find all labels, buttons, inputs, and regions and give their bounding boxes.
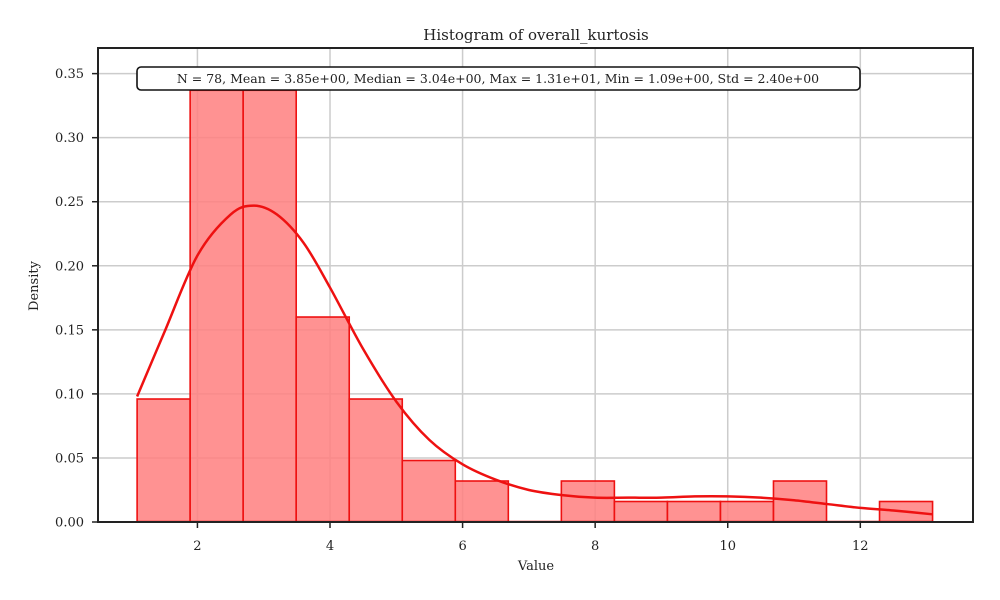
histogram-bar <box>613 500 669 523</box>
stats-box-frame <box>136 66 861 91</box>
y-tick-label: 0.35 <box>55 67 84 82</box>
kde-curve <box>135 204 933 516</box>
histogram-bar <box>719 500 775 523</box>
histogram-bar <box>295 316 351 523</box>
stats-text: N = 78, Mean = 3.85e+00, Median = 3.04e+… <box>177 71 819 86</box>
x-tick-label: 2 <box>193 539 201 554</box>
x-tick-label: 10 <box>719 539 736 554</box>
y-tick-label: 0.05 <box>55 451 84 466</box>
y-tick-label: 0.25 <box>55 195 84 210</box>
y-tick-label: 0.30 <box>55 131 84 146</box>
x-tick-label: 8 <box>591 539 599 554</box>
plot-frame <box>97 47 974 523</box>
x-tick-label: 6 <box>458 539 466 554</box>
y-tick-label: 0.00 <box>55 516 84 531</box>
histogram-bar <box>454 480 510 523</box>
y-axis-label: Density <box>27 260 42 311</box>
histogram-bar <box>189 89 244 523</box>
histogram-bar <box>242 89 298 523</box>
x-axis-label: Value <box>517 559 554 574</box>
x-tick-label: 4 <box>326 539 334 554</box>
y-tick-label: 0.15 <box>55 323 84 338</box>
histogram-bar <box>666 500 722 523</box>
histogram-bar <box>401 459 457 523</box>
chart-title: Histogram of overall_kurtosis <box>423 26 648 44</box>
y-tick-label: 0.20 <box>55 259 84 274</box>
histogram-bar <box>560 480 616 523</box>
histogram-bar <box>348 398 404 523</box>
y-tick-label: 0.10 <box>55 387 84 402</box>
stats-box: N = 78, Mean = 3.85e+00, Median = 3.04e+… <box>136 66 861 91</box>
histogram-bar <box>136 398 191 523</box>
axis-ticks: 2 4 6 8 10 12 0.00 0.05 0.10 0.15 0.20 0.25 0.30 0.35 <box>55 67 869 554</box>
histogram-bars <box>136 89 934 523</box>
x-tick-label: 12 <box>852 539 869 554</box>
